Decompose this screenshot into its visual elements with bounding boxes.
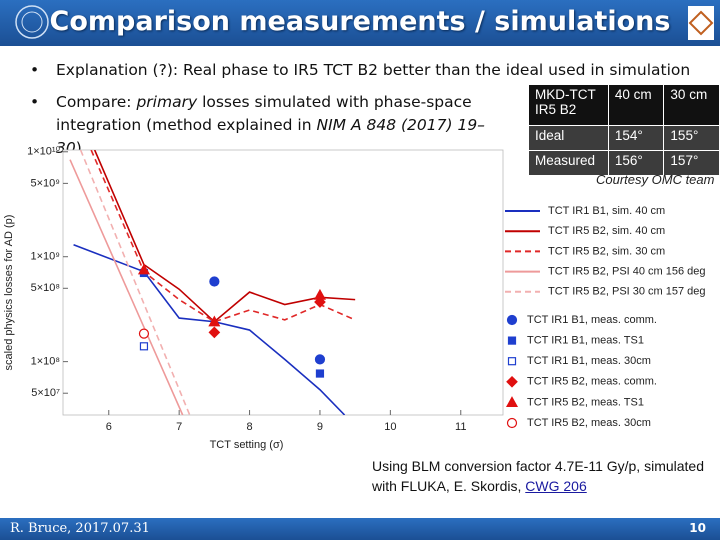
y-tick-label: 5×10⁸	[31, 282, 60, 294]
table-cell: 155°	[663, 125, 720, 151]
table-cell: 154°	[607, 125, 665, 151]
x-axis-label: TCT setting (σ)	[210, 439, 284, 451]
cern-logo-ring	[21, 11, 43, 33]
line-series	[79, 150, 191, 415]
x-tick-label: 6	[106, 421, 112, 433]
legend-marker	[506, 375, 518, 388]
bullet-dot: •	[30, 93, 40, 111]
legend-label: TCT IR5 B2, PSI 30 cm 157 deg	[548, 286, 706, 298]
marker	[137, 263, 150, 275]
marker	[313, 288, 326, 300]
marker	[208, 326, 221, 339]
bullet-dot: •	[30, 61, 40, 79]
legend-label: TCT IR1 B1, meas. 30cm	[527, 355, 651, 367]
text-italic: primary	[136, 93, 198, 111]
legend-label: TCT IR5 B2, meas. comm.	[527, 376, 657, 388]
table-cell: 157°	[663, 150, 720, 176]
text: Compare:	[56, 93, 137, 111]
plot-marks	[69, 150, 356, 415]
table-header: MKD-TCT IR5 B2	[528, 84, 609, 126]
legend-label: TCT IR5 B2, sim. 40 cm	[548, 225, 665, 237]
courtesy: Courtesy OMC team	[596, 172, 715, 187]
legend-label: TCT IR1 B1, meas. TS1	[527, 335, 644, 347]
line-series	[73, 244, 346, 415]
legend-marker	[507, 336, 517, 345]
table-cell: Ideal	[528, 125, 609, 151]
legend-label: TCT IR1 B1, meas. comm.	[527, 314, 657, 326]
legend-label: TCT IR5 B2, PSI 40 cm 156 deg	[548, 266, 706, 278]
table-header: 40 cm	[607, 84, 665, 126]
y-axis-label: scaled physics losses for AD (p)	[3, 215, 15, 371]
legend-marker	[506, 417, 518, 429]
cern-logo	[15, 5, 49, 39]
legend-label: TCT IR5 B2, meas. TS1	[527, 396, 644, 408]
marker	[208, 315, 221, 327]
legend-label: TCT IR1 B1, sim. 40 cm	[548, 205, 665, 217]
legend-marker	[505, 396, 519, 407]
legend-marker	[506, 314, 518, 326]
line-series	[90, 150, 356, 323]
text: Using BLM conversion factor 4.7E-11 Gy/p…	[372, 458, 705, 494]
y-tick-label: 1×10⁹	[31, 251, 61, 263]
table-header: 30 cm	[663, 84, 720, 126]
logos	[15, 5, 714, 40]
y-tick-label: 5×10⁷	[31, 387, 60, 399]
text: losses simulated with phase-space integr…	[56, 93, 472, 134]
marker	[314, 354, 326, 365]
table-cell: Measured	[528, 150, 609, 176]
bullet-text: Explanation (?): Real phase to IR5 TCT B…	[56, 61, 691, 79]
marker	[315, 369, 325, 378]
line-series	[93, 150, 356, 323]
phase-table: MKD-TCT IR5 B2 40 cm 30 cm Ideal 154° 155° M…	[528, 84, 720, 176]
x-tick-label: 9	[317, 421, 323, 433]
footer-bar: R. Bruce, 2017.07.31 10	[0, 518, 720, 540]
lhc-logo	[688, 10, 714, 36]
x-tick-label: 8	[246, 421, 252, 433]
link[interactable]: CWG 206	[525, 478, 587, 494]
legend-marker	[507, 357, 517, 366]
plot-area	[62, 149, 504, 416]
marker	[138, 328, 150, 339]
legend-label: TCT IR5 B2, sim. 30 cm	[548, 245, 665, 257]
marker	[209, 276, 220, 287]
y-tick-label: 5×10⁹	[31, 177, 61, 189]
page-number: 10	[689, 521, 706, 535]
x-tick-label: 7	[176, 421, 182, 433]
footnote: Using BLM conversion factor 4.7E-11 Gy/p…	[372, 456, 712, 496]
marker	[139, 342, 149, 351]
header-bar: Comparison measurements / simulations	[0, 0, 720, 46]
x-tick-label: 10	[384, 421, 396, 433]
legend-label: TCT IR5 B2, meas. 30cm	[527, 417, 651, 429]
line-series	[69, 159, 184, 415]
chart: 1×10¹⁰ 5×10⁹ 1×10⁹ 5×10⁸ 1×10⁸ 5×10⁷ 6 7 8 9 10 11 T…	[3, 146, 706, 451]
bullet-text: Compare: primary losses simulated with p…	[56, 91, 506, 160]
author: R. Bruce, 2017.07.31	[10, 521, 150, 536]
x-tick-label: 11	[455, 421, 466, 433]
y-tick-label: 1×10¹⁰	[27, 146, 60, 158]
y-tick-label: 1×10⁸	[31, 356, 60, 368]
text: )	[75, 139, 82, 157]
slide-title: Comparison measurements / simulations	[49, 6, 671, 37]
